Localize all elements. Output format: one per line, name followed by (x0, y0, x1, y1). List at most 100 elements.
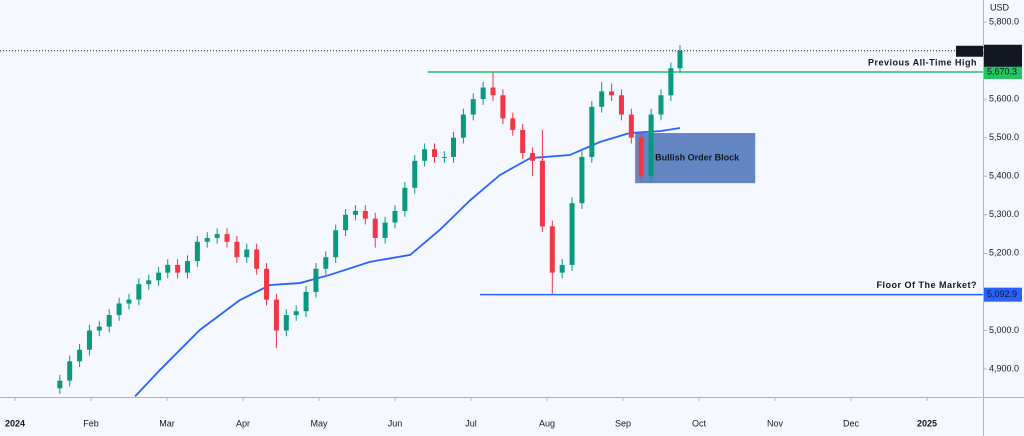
candle-body (333, 230, 339, 258)
y-tick-label: 5,300.0 (989, 209, 1019, 219)
order-block-zone (635, 133, 756, 184)
candle-body (224, 234, 230, 242)
candle-body (254, 249, 260, 269)
current-price-badge (984, 44, 1022, 67)
candle-body (204, 237, 210, 242)
x-tick-label: Apr (236, 418, 250, 428)
candle-body (86, 330, 92, 350)
x-tick-label: Jul (465, 418, 477, 428)
current-price-label: 5,725.4 (987, 45, 1017, 55)
candle-body (194, 241, 200, 262)
x-tick-label: Aug (539, 418, 555, 428)
candle-body (234, 241, 240, 258)
level-name: Previous All-Time High (868, 57, 977, 67)
candle-body (175, 264, 181, 273)
candle-body (628, 114, 634, 138)
candle-body (677, 50, 683, 69)
level-name: Floor Of The Market? (876, 280, 977, 290)
candle-body (303, 291, 309, 312)
candle-body (559, 264, 565, 273)
x-tick-label: 2024 (5, 418, 25, 428)
candle-body (500, 95, 506, 119)
symbol-label: US500 (958, 46, 986, 56)
x-tick-label: Sep (615, 418, 631, 428)
candle-body (589, 106, 595, 157)
candle-body (165, 264, 171, 273)
x-tick-label: Mar (159, 418, 175, 428)
candle-body (116, 303, 122, 316)
candle-body (490, 87, 496, 96)
x-tick-label: Feb (83, 418, 99, 428)
x-tick-label: Jun (388, 418, 403, 428)
candle-body (569, 203, 575, 265)
countdown-label: 12:25:14 (987, 54, 1022, 64)
candle-body (530, 153, 536, 161)
candle-body (480, 87, 486, 100)
x-tick-label: Nov (767, 418, 784, 428)
candle-body (352, 210, 358, 215)
candle-body (460, 114, 466, 138)
level-badge (984, 287, 1022, 302)
candle-body (392, 210, 398, 223)
x-tick-label: May (310, 418, 328, 428)
candle-body (658, 95, 664, 115)
candle-body (450, 137, 456, 157)
x-tick-label: Oct (692, 418, 707, 428)
candle-body (106, 315, 112, 327)
x-tick-label: Dec (843, 418, 860, 428)
candle-body (599, 91, 605, 107)
candle-body (441, 156, 447, 158)
candle-body (126, 299, 132, 304)
candle-body (362, 210, 368, 219)
candle-body (579, 156, 585, 204)
candle-body (539, 160, 545, 227)
candle-body (402, 187, 408, 211)
y-tick-label: 5,600.0 (989, 93, 1019, 103)
candle-body (520, 129, 526, 154)
x-tick-label: 2025 (917, 418, 937, 428)
candle-body (343, 214, 349, 231)
y-tick-label: 5,800.0 (989, 16, 1019, 26)
candle-body (382, 222, 388, 238)
candle-body (412, 160, 418, 188)
candle-body (77, 349, 83, 362)
candle-body (283, 315, 289, 331)
level-badge (984, 64, 1022, 79)
candle-body (293, 311, 299, 316)
candle-body (184, 261, 190, 273)
candle-body (57, 380, 63, 389)
candle-body (136, 284, 142, 300)
order-block-label: Bullish Order Block (655, 152, 740, 162)
candle-body (510, 118, 516, 130)
candle-body (372, 218, 378, 238)
moving-average (134, 127, 681, 398)
candle-body (431, 149, 437, 157)
candle-body (609, 91, 615, 96)
y-tick-label: 5,000.0 (989, 325, 1019, 335)
candle-body (214, 234, 220, 238)
level-label: 5,092.9 (987, 289, 1017, 299)
candle-body (313, 268, 319, 292)
candle-body (67, 361, 73, 381)
candle-body (244, 249, 250, 258)
candle-body (668, 68, 674, 96)
y-tick-label: 5,200.0 (989, 248, 1019, 258)
currency-label: USD (990, 2, 1010, 12)
y-tick-label: 5,400.0 (989, 171, 1019, 181)
candle-body (549, 226, 555, 273)
candle-body (273, 299, 279, 331)
candle-body (648, 114, 654, 177)
y-tick-label: 4,900.0 (989, 363, 1019, 373)
candle-body (638, 137, 644, 177)
symbol-badge (956, 45, 983, 57)
candle-body (618, 95, 624, 115)
candle-body (264, 268, 270, 300)
candle-body (470, 99, 476, 115)
level-label: 5,670.3 (987, 66, 1017, 76)
candle-body (422, 149, 428, 161)
candle-body (156, 272, 162, 281)
candle-body (146, 280, 152, 285)
candle-body (323, 257, 329, 269)
